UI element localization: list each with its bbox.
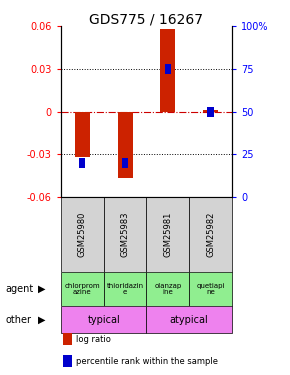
Bar xyxy=(146,197,189,272)
Text: percentile rank within the sample: percentile rank within the sample xyxy=(76,357,218,366)
Bar xyxy=(203,110,218,112)
Text: GSM25982: GSM25982 xyxy=(206,211,215,257)
Text: ▶: ▶ xyxy=(38,315,45,324)
Text: chlorprom
azine: chlorprom azine xyxy=(64,283,100,295)
Text: GSM25983: GSM25983 xyxy=(121,211,130,257)
Text: GSM25981: GSM25981 xyxy=(163,211,172,257)
Text: log ratio: log ratio xyxy=(76,334,111,344)
Bar xyxy=(207,106,214,117)
Text: GSM25980: GSM25980 xyxy=(78,211,87,257)
Bar xyxy=(61,272,104,306)
Text: thioridazin
e: thioridazin e xyxy=(106,283,144,295)
Bar xyxy=(75,112,90,157)
Text: other: other xyxy=(6,315,32,324)
Text: olanzap
ine: olanzap ine xyxy=(154,283,182,295)
Bar xyxy=(61,197,104,272)
Bar xyxy=(189,197,232,272)
Text: quetiapi
ne: quetiapi ne xyxy=(196,283,225,295)
Bar xyxy=(104,197,146,272)
Title: GDS775 / 16267: GDS775 / 16267 xyxy=(89,12,204,26)
Text: typical: typical xyxy=(87,315,120,324)
Bar xyxy=(160,29,175,112)
Bar xyxy=(146,306,232,333)
Bar xyxy=(189,272,232,306)
Bar xyxy=(104,272,146,306)
Bar xyxy=(165,64,171,74)
Text: agent: agent xyxy=(6,284,34,294)
Bar xyxy=(79,158,86,168)
Bar xyxy=(61,306,146,333)
Bar xyxy=(146,272,189,306)
Bar xyxy=(63,333,72,345)
Bar xyxy=(63,355,72,368)
Bar xyxy=(122,158,128,168)
Text: ▶: ▶ xyxy=(38,284,45,294)
Text: atypical: atypical xyxy=(170,315,209,324)
Bar xyxy=(117,112,133,178)
